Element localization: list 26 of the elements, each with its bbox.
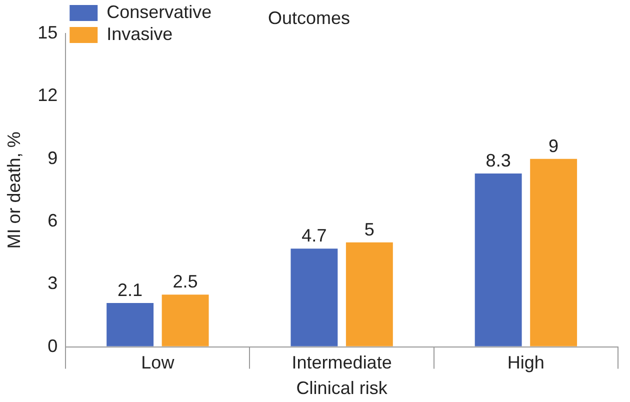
y-tick-label: 15 — [38, 22, 58, 43]
x-tick-label: High — [507, 352, 544, 373]
bar — [290, 248, 338, 346]
chart-title: Outcomes — [268, 8, 350, 28]
y-tick-label: 12 — [38, 85, 58, 106]
y-tick-label: 0 — [48, 336, 58, 356]
y-axis-title: MI or death, % — [4, 132, 24, 249]
legend-label: Invasive — [106, 24, 173, 44]
x-tick-label: Intermediate — [292, 352, 392, 373]
y-tick-label: 6 — [48, 210, 58, 230]
data-label: 2.1 — [118, 280, 143, 300]
bar — [162, 294, 209, 346]
data-label: 5 — [364, 219, 374, 240]
y-tick-label: 3 — [48, 273, 58, 294]
bar — [474, 173, 522, 346]
data-label: 9 — [548, 136, 559, 156]
x-axis-title: Clinical risk — [296, 378, 388, 398]
bar — [106, 302, 154, 346]
bar — [346, 242, 393, 346]
bar — [530, 158, 578, 346]
y-tick-label: 9 — [48, 148, 58, 168]
data-label: 2.5 — [172, 272, 198, 292]
data-label: 8.3 — [486, 150, 511, 170]
legend-label: Conservative — [106, 2, 212, 22]
x-tick-label: Low — [141, 352, 176, 373]
data-label: 4.7 — [302, 226, 327, 246]
